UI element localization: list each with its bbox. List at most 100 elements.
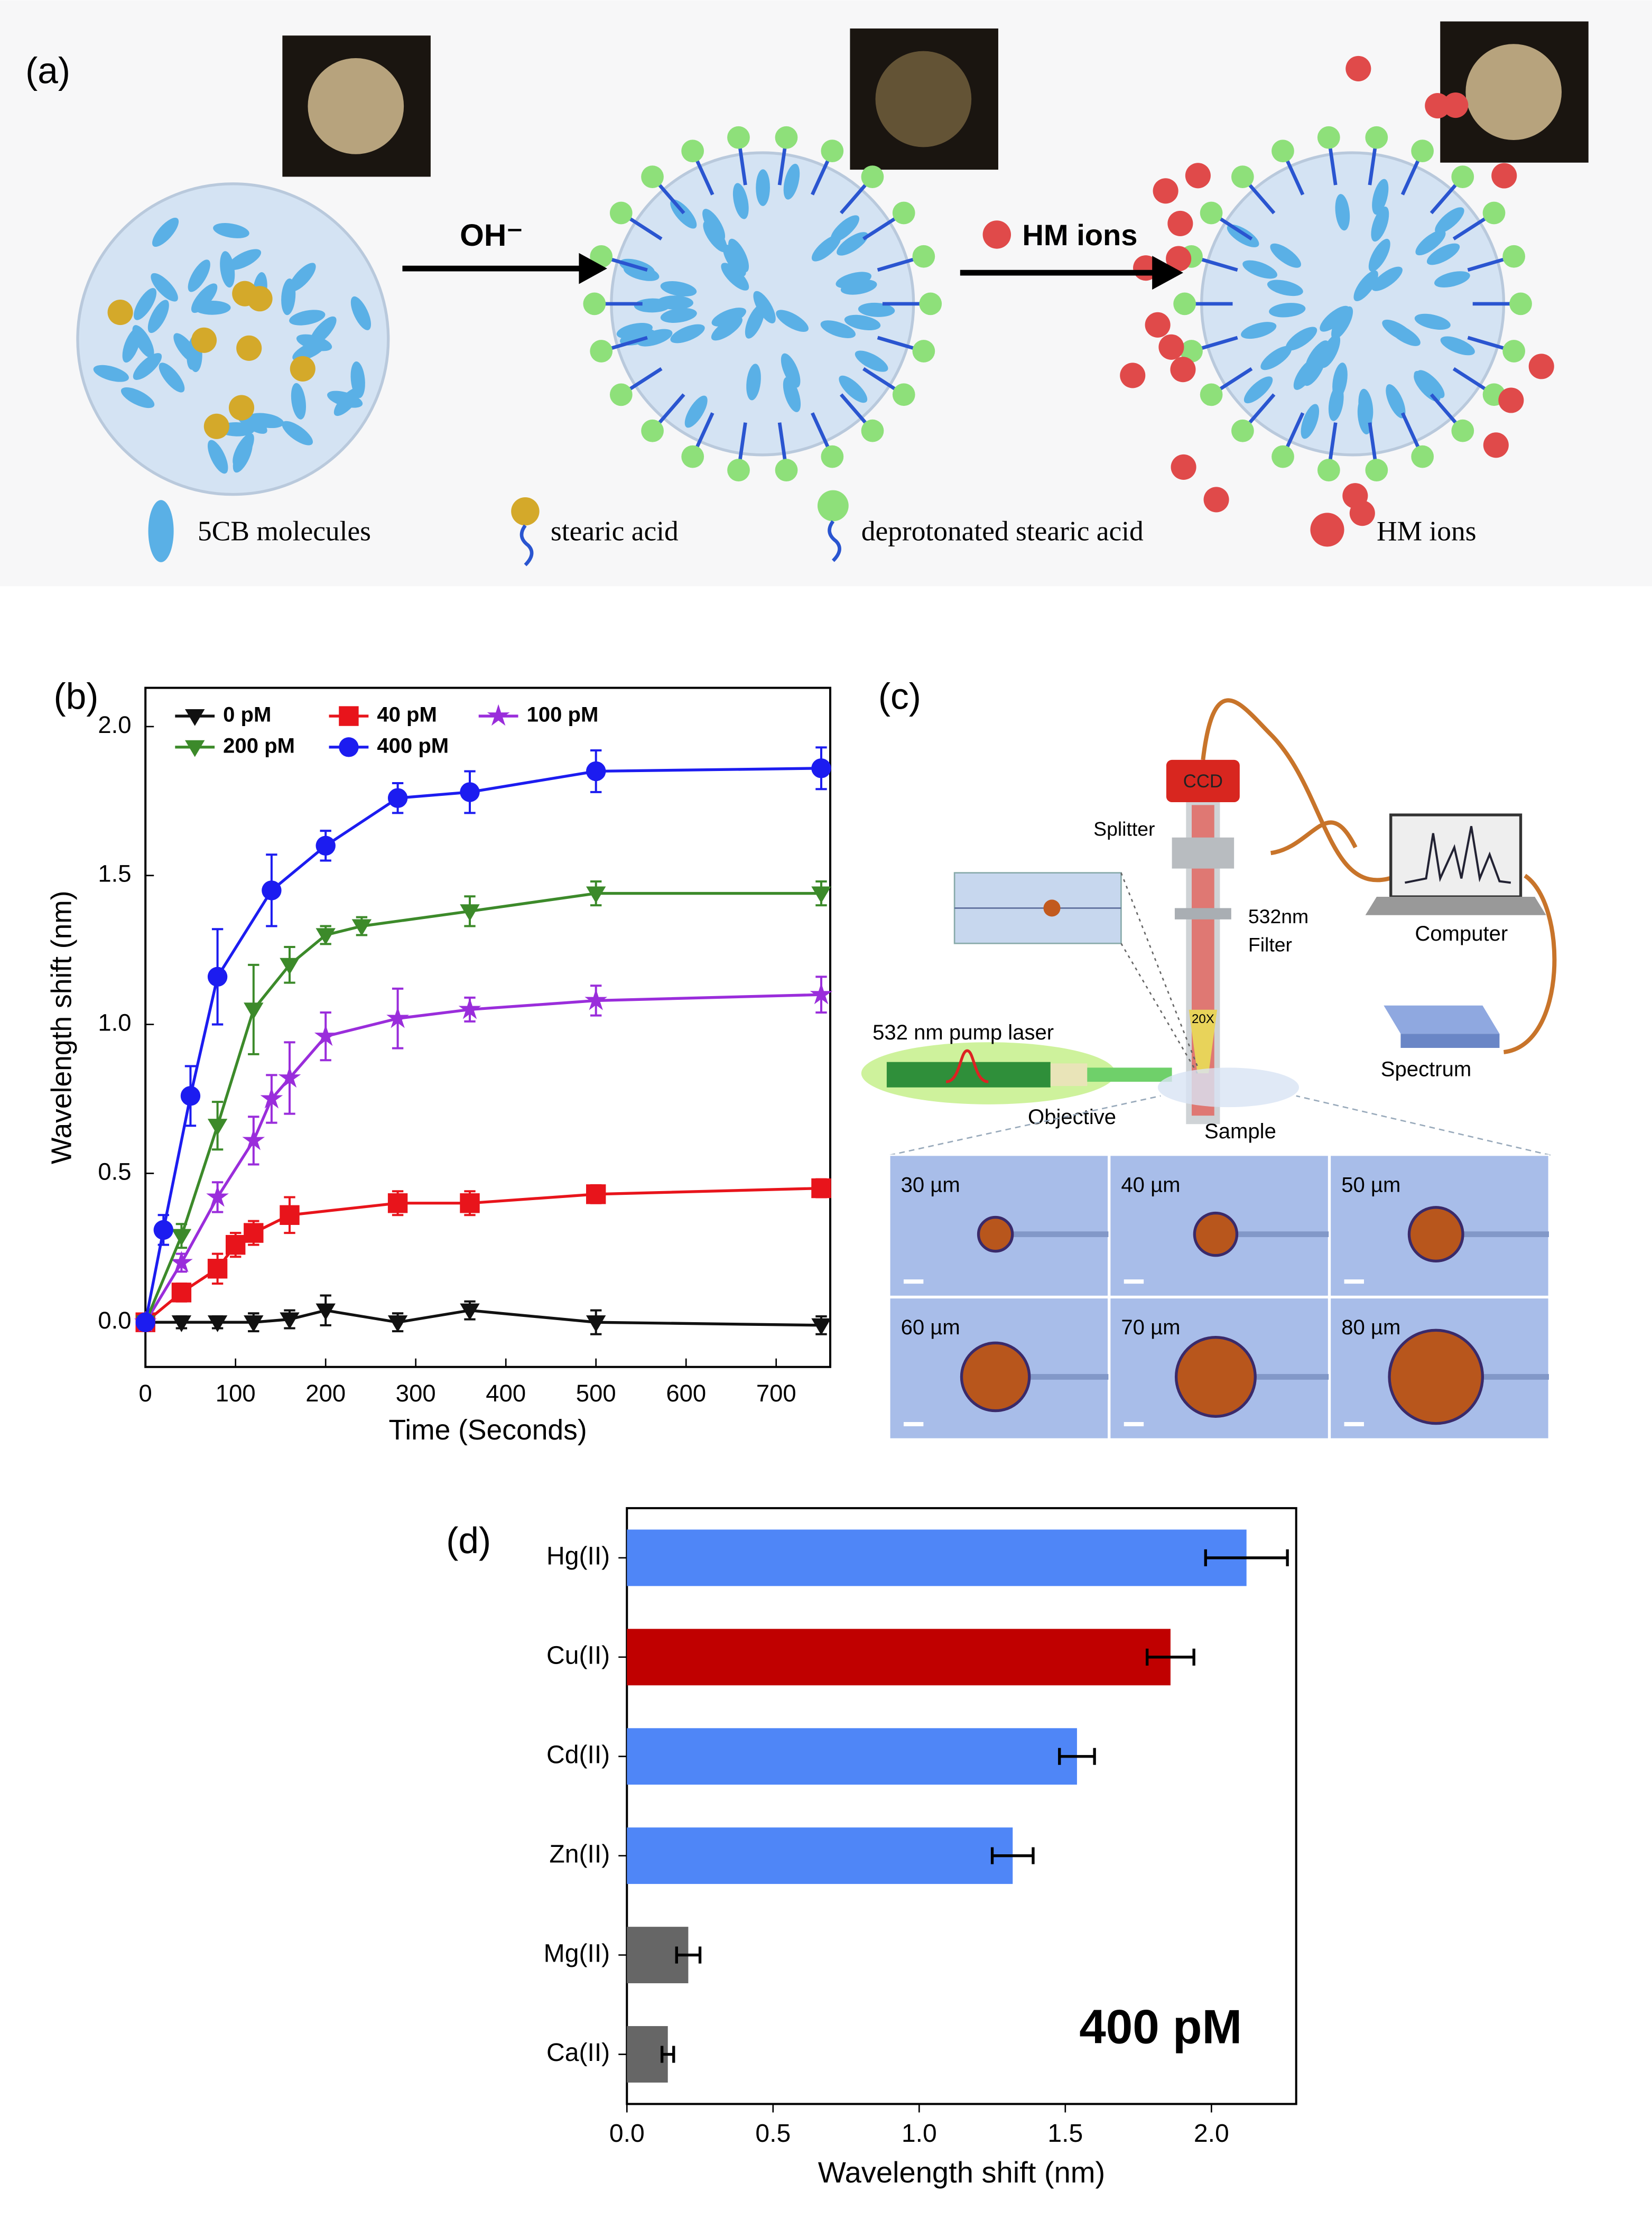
- x-tick-label: 100: [216, 1380, 256, 1407]
- series-line: [144, 891, 821, 1323]
- hm-ion: [1443, 92, 1469, 118]
- component-label: Sample: [1204, 1120, 1276, 1143]
- lc-molecule: [732, 183, 749, 219]
- legend-label: 0 pM: [223, 703, 271, 727]
- x-tick-label: 400: [486, 1380, 526, 1407]
- lc-molecule: [721, 263, 749, 291]
- deprotonated-acid: [1317, 459, 1340, 481]
- tail: [1247, 393, 1276, 426]
- lc-molecule: [711, 308, 746, 327]
- marker: [810, 982, 833, 1005]
- cable: [1201, 698, 1399, 883]
- marker: [315, 1303, 336, 1321]
- legend-icon: [1310, 513, 1344, 547]
- y-tick-label: Cu(II): [546, 1641, 610, 1670]
- scale-bar: [903, 1279, 924, 1284]
- lc-molecule: [173, 333, 199, 364]
- y-tick-label: 2.0: [98, 711, 131, 738]
- hm-ion: [1203, 487, 1229, 513]
- lc-molecule: [1426, 243, 1460, 265]
- lc-molecule: [233, 438, 253, 473]
- lc-molecule: [1371, 266, 1403, 291]
- marker: [811, 758, 831, 778]
- deprotonated-acid: [861, 165, 884, 188]
- deprotonated-acid: [1411, 445, 1434, 468]
- marker: [586, 1315, 606, 1332]
- lc-molecule: [1241, 322, 1277, 339]
- error-bar: [990, 1847, 1035, 1864]
- ion-icon: [982, 220, 1011, 249]
- hm-ion: [1491, 163, 1517, 189]
- lc-molecule: [637, 329, 673, 347]
- y-axis-label: Wavelength shift (nm): [46, 890, 77, 1164]
- legend-label: 100 pM: [527, 703, 599, 727]
- size-label: 30 µm: [901, 1173, 960, 1196]
- deprotonated-acid: [1411, 140, 1434, 163]
- marker: [260, 1087, 283, 1109]
- lc-molecule: [93, 365, 129, 382]
- tail: [839, 393, 869, 426]
- marker: [170, 1251, 193, 1272]
- microdroplet: [1407, 1206, 1464, 1263]
- tail: [1467, 257, 1507, 272]
- microdroplet: [977, 1215, 1014, 1253]
- marker: [207, 967, 228, 987]
- microdroplet: [1193, 1211, 1239, 1257]
- lc-molecule: [660, 281, 697, 297]
- tail: [1452, 367, 1488, 392]
- legend-marker: [339, 737, 359, 757]
- panel-a: [76, 21, 1589, 526]
- lc-molecule: [281, 278, 296, 315]
- microdroplet: [1388, 1329, 1484, 1425]
- lc-molecule: [1368, 238, 1390, 272]
- x-tick-label: 1.5: [1047, 2119, 1083, 2148]
- marker: [135, 1312, 155, 1332]
- component-label: Spectrum: [1381, 1057, 1471, 1081]
- tail: [811, 157, 831, 196]
- deprotonated-acid: [1231, 165, 1254, 189]
- legend-icon: [519, 524, 534, 566]
- scale-bar: [1344, 1422, 1364, 1426]
- marker: [351, 919, 372, 936]
- deprotonated-acid: [583, 292, 606, 315]
- microdroplet: [1174, 1335, 1257, 1418]
- deprotonated-acid: [1365, 126, 1388, 149]
- lc-molecule: [1303, 353, 1326, 386]
- deprotonated-acid: [641, 165, 664, 189]
- cable: [1503, 874, 1557, 1054]
- error-bar: [1145, 1648, 1195, 1666]
- lc-molecule: [855, 350, 888, 372]
- lc-molecule: [350, 296, 371, 330]
- deprotonated-acid: [821, 140, 844, 163]
- marker: [460, 1303, 480, 1321]
- lc-molecule: [1328, 385, 1344, 421]
- tail: [1285, 412, 1305, 450]
- tail: [1400, 412, 1421, 450]
- error-bar: [675, 1946, 702, 1964]
- lc-molecule: [1353, 270, 1378, 301]
- scale-bar: [1124, 1422, 1144, 1426]
- inset-droplet: [1465, 44, 1562, 140]
- tail: [862, 367, 898, 392]
- deprotonated-acid: [1482, 201, 1506, 225]
- marker: [584, 989, 608, 1010]
- legend-marker: [487, 704, 510, 726]
- arrow-head: [1152, 256, 1183, 290]
- hm-ion: [1170, 357, 1196, 383]
- stearic-acid: [107, 300, 133, 326]
- lc-molecule: [703, 221, 728, 253]
- lc-molecule: [1415, 230, 1446, 256]
- component-label: 532 nm pump laser: [873, 1021, 1054, 1044]
- tail: [609, 257, 648, 272]
- lc-molecule: [1320, 305, 1350, 332]
- droplet: [1200, 151, 1506, 457]
- lc-molecule: [132, 325, 154, 358]
- lc-molecule: [1371, 206, 1389, 242]
- hm-ion: [1166, 246, 1192, 272]
- marker: [278, 1066, 301, 1088]
- marker: [262, 880, 282, 900]
- marker: [586, 1184, 606, 1204]
- lc-molecule: [1358, 388, 1373, 425]
- legend-label: 40 pM: [377, 703, 437, 727]
